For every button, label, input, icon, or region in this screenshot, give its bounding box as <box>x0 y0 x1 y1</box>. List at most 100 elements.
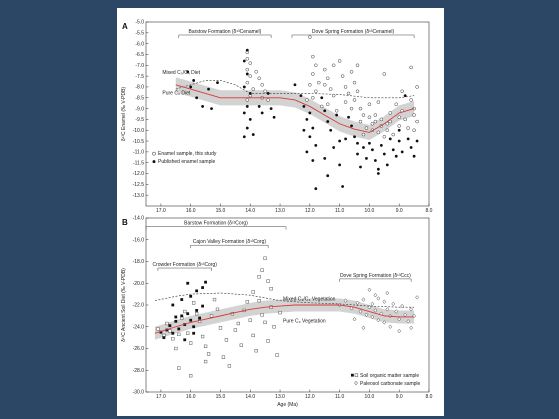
legend-label: Paleosol carbonate sample <box>360 381 421 387</box>
data-point-open-circle <box>373 113 378 117</box>
formation-bracket <box>339 278 412 282</box>
data-point-filled-square <box>189 318 193 322</box>
data-point-open-circle <box>311 54 315 59</box>
data-point-open-diamond <box>355 300 360 305</box>
data-point-filled-circle <box>388 137 392 141</box>
data-point-open-square <box>168 329 172 333</box>
y-tick-label: -26.0 <box>133 346 145 352</box>
data-point-filled-square <box>198 316 202 320</box>
data-point-filled-circle <box>314 143 318 147</box>
data-point-filled-circle <box>323 156 327 160</box>
x-tick-label: 11.0 <box>335 394 345 400</box>
data-point-open-circle <box>412 113 416 117</box>
data-point-open-circle <box>400 89 404 93</box>
data-point-open-circle <box>397 115 401 119</box>
formation-bracket <box>178 34 272 38</box>
data-point-filled-square <box>174 315 178 319</box>
data-point-open-square <box>263 256 267 260</box>
data-point-open-square <box>239 343 243 347</box>
data-point-open-square <box>189 341 193 345</box>
data-point-open-circle <box>311 96 315 100</box>
y-tick-label: -22.0 <box>133 303 145 309</box>
data-point-open-square <box>260 268 264 272</box>
data-point-filled-circle <box>195 96 199 100</box>
data-point-filled-square <box>189 294 193 298</box>
x-tick-label: 10.0 <box>365 208 375 214</box>
formation-bracket <box>157 267 212 272</box>
data-point-filled-square <box>204 280 207 284</box>
data-point-open-square <box>275 353 279 357</box>
data-point-filled-circle <box>397 139 401 143</box>
y-tick-label: -18.0 <box>133 259 145 265</box>
data-point-filled-circle <box>338 163 342 167</box>
x-axis-title: Age (Ma) <box>277 402 298 408</box>
data-point-open-diamond <box>397 316 402 322</box>
data-point-open-square <box>177 366 181 370</box>
data-point-filled-square <box>180 298 184 301</box>
data-point-open-diamond <box>373 293 378 298</box>
y-axis-title: δ¹³C Ancient Soil Diet (‰ V-PDB) <box>121 268 127 342</box>
data-point-filled-circle <box>320 96 324 100</box>
y-tick-label: -12.0 <box>133 171 145 177</box>
data-point-open-square <box>269 287 273 291</box>
legend-marker-open-diamond <box>354 380 358 386</box>
data-point-filled-circle <box>356 141 359 145</box>
data-point-open-diamond <box>376 296 381 301</box>
data-point-filled-circle <box>385 163 389 167</box>
y-tick-label: -11.0 <box>133 150 144 156</box>
y-tick-label: -28.0 <box>133 368 145 374</box>
zone-label: Mixed C₃/C₄ Vegetation <box>283 297 336 303</box>
data-point-open-square <box>251 333 255 338</box>
data-point-open-circle <box>325 102 330 106</box>
data-point-open-circle <box>406 126 410 130</box>
data-point-filled-square <box>174 319 178 323</box>
y-tick-label: -7.0 <box>135 63 144 69</box>
data-point-filled-circle <box>299 94 303 97</box>
data-point-open-square <box>236 321 240 326</box>
data-point-open-square <box>195 312 199 316</box>
data-point-open-circle <box>343 85 348 89</box>
data-point-open-circle <box>337 59 342 63</box>
data-point-filled-square <box>162 336 166 340</box>
data-point-open-circle <box>245 67 250 72</box>
data-point-open-circle <box>412 128 416 132</box>
data-point-open-circle <box>248 74 252 78</box>
x-tick-label: 14.0 <box>245 394 255 400</box>
data-point-open-diamond <box>373 308 378 313</box>
y-tick-label: -24.0 <box>133 324 145 330</box>
data-point-open-circle <box>367 102 372 106</box>
data-point-open-square <box>224 338 229 342</box>
data-point-open-diamond <box>415 295 419 300</box>
data-point-open-diamond <box>361 297 366 302</box>
data-point-open-diamond <box>385 307 390 312</box>
y-tick-label: -5.5 <box>135 31 144 37</box>
data-point-filled-circle <box>326 174 330 178</box>
data-point-filled-circle <box>260 111 264 115</box>
data-point-open-square <box>177 332 181 336</box>
data-point-open-square <box>212 297 217 302</box>
data-point-open-circle <box>248 61 252 65</box>
data-point-open-diamond <box>409 307 414 312</box>
x-tick-label: 9.0 <box>396 394 403 400</box>
data-point-open-square <box>263 320 267 325</box>
data-point-open-square <box>251 290 255 294</box>
data-point-filled-circle <box>359 165 362 169</box>
data-point-filled-circle <box>326 120 330 123</box>
data-point-filled-circle <box>397 128 401 132</box>
legend-marker-filled-square <box>351 373 354 377</box>
data-point-open-square <box>156 327 160 331</box>
data-point-filled-circle <box>245 72 249 76</box>
data-point-open-square <box>186 331 190 335</box>
x-tick-label: 15.0 <box>216 394 226 400</box>
data-point-open-circle <box>334 109 339 113</box>
data-point-open-circle <box>382 135 387 139</box>
data-point-open-circle <box>367 115 372 119</box>
x-tick-label: 8.0 <box>426 394 433 400</box>
formation-label: Barstow Formation (δ¹³Corg) <box>184 221 248 227</box>
formation-bracket <box>145 226 287 230</box>
data-point-open-circle <box>370 122 375 126</box>
data-point-filled-circle <box>314 187 318 191</box>
data-point-filled-circle <box>406 137 410 141</box>
formation-label: Dove Spring Formation (δ¹³Ccc) <box>340 273 411 279</box>
x-tick-label: 12.0 <box>305 208 315 214</box>
